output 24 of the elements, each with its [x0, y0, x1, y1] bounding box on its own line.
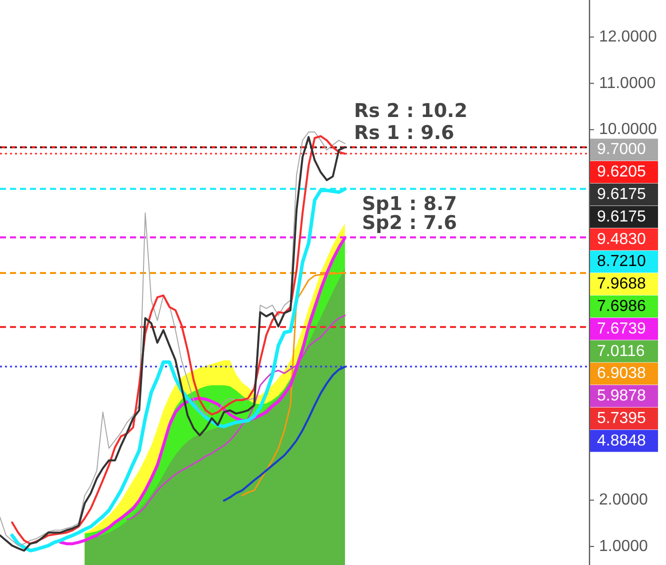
legend-label: 9.6205 [597, 164, 646, 181]
y-tick-label: 12.0000 [599, 28, 657, 46]
legend-label: 9.6175 [597, 186, 646, 203]
annotation: Rs 2 : 10.2 [354, 100, 468, 122]
y-tick-label: 1.0000 [599, 538, 648, 555]
legend-label: 7.0116 [597, 342, 645, 360]
legend-label: 7.9688 [597, 276, 646, 293]
legend-label: 9.7000 [597, 141, 646, 158]
legend-label: 5.9878 [597, 388, 646, 405]
y-tick-label: 2.0000 [599, 492, 648, 509]
y-tick-label: 10.0000 [599, 121, 657, 138]
annotation: Rs 1 : 9.6 [354, 122, 454, 144]
legend-label: 9.4830 [597, 230, 646, 248]
legend-label: 5.7395 [597, 410, 646, 427]
annotation: Sp1 : 8.7 [362, 193, 457, 215]
y-tick-label: 11.0000 [599, 74, 656, 92]
legend-label: 7.6739 [597, 320, 646, 338]
line-series [126, 314, 346, 520]
line-series [222, 366, 346, 502]
legend-label: 7.6986 [597, 298, 646, 315]
legend-label: 8.7210 [597, 253, 646, 270]
legend-label: 4.8848 [597, 432, 646, 450]
legend-label: 9.6175 [597, 208, 646, 226]
legend-label: 6.9038 [597, 365, 646, 382]
